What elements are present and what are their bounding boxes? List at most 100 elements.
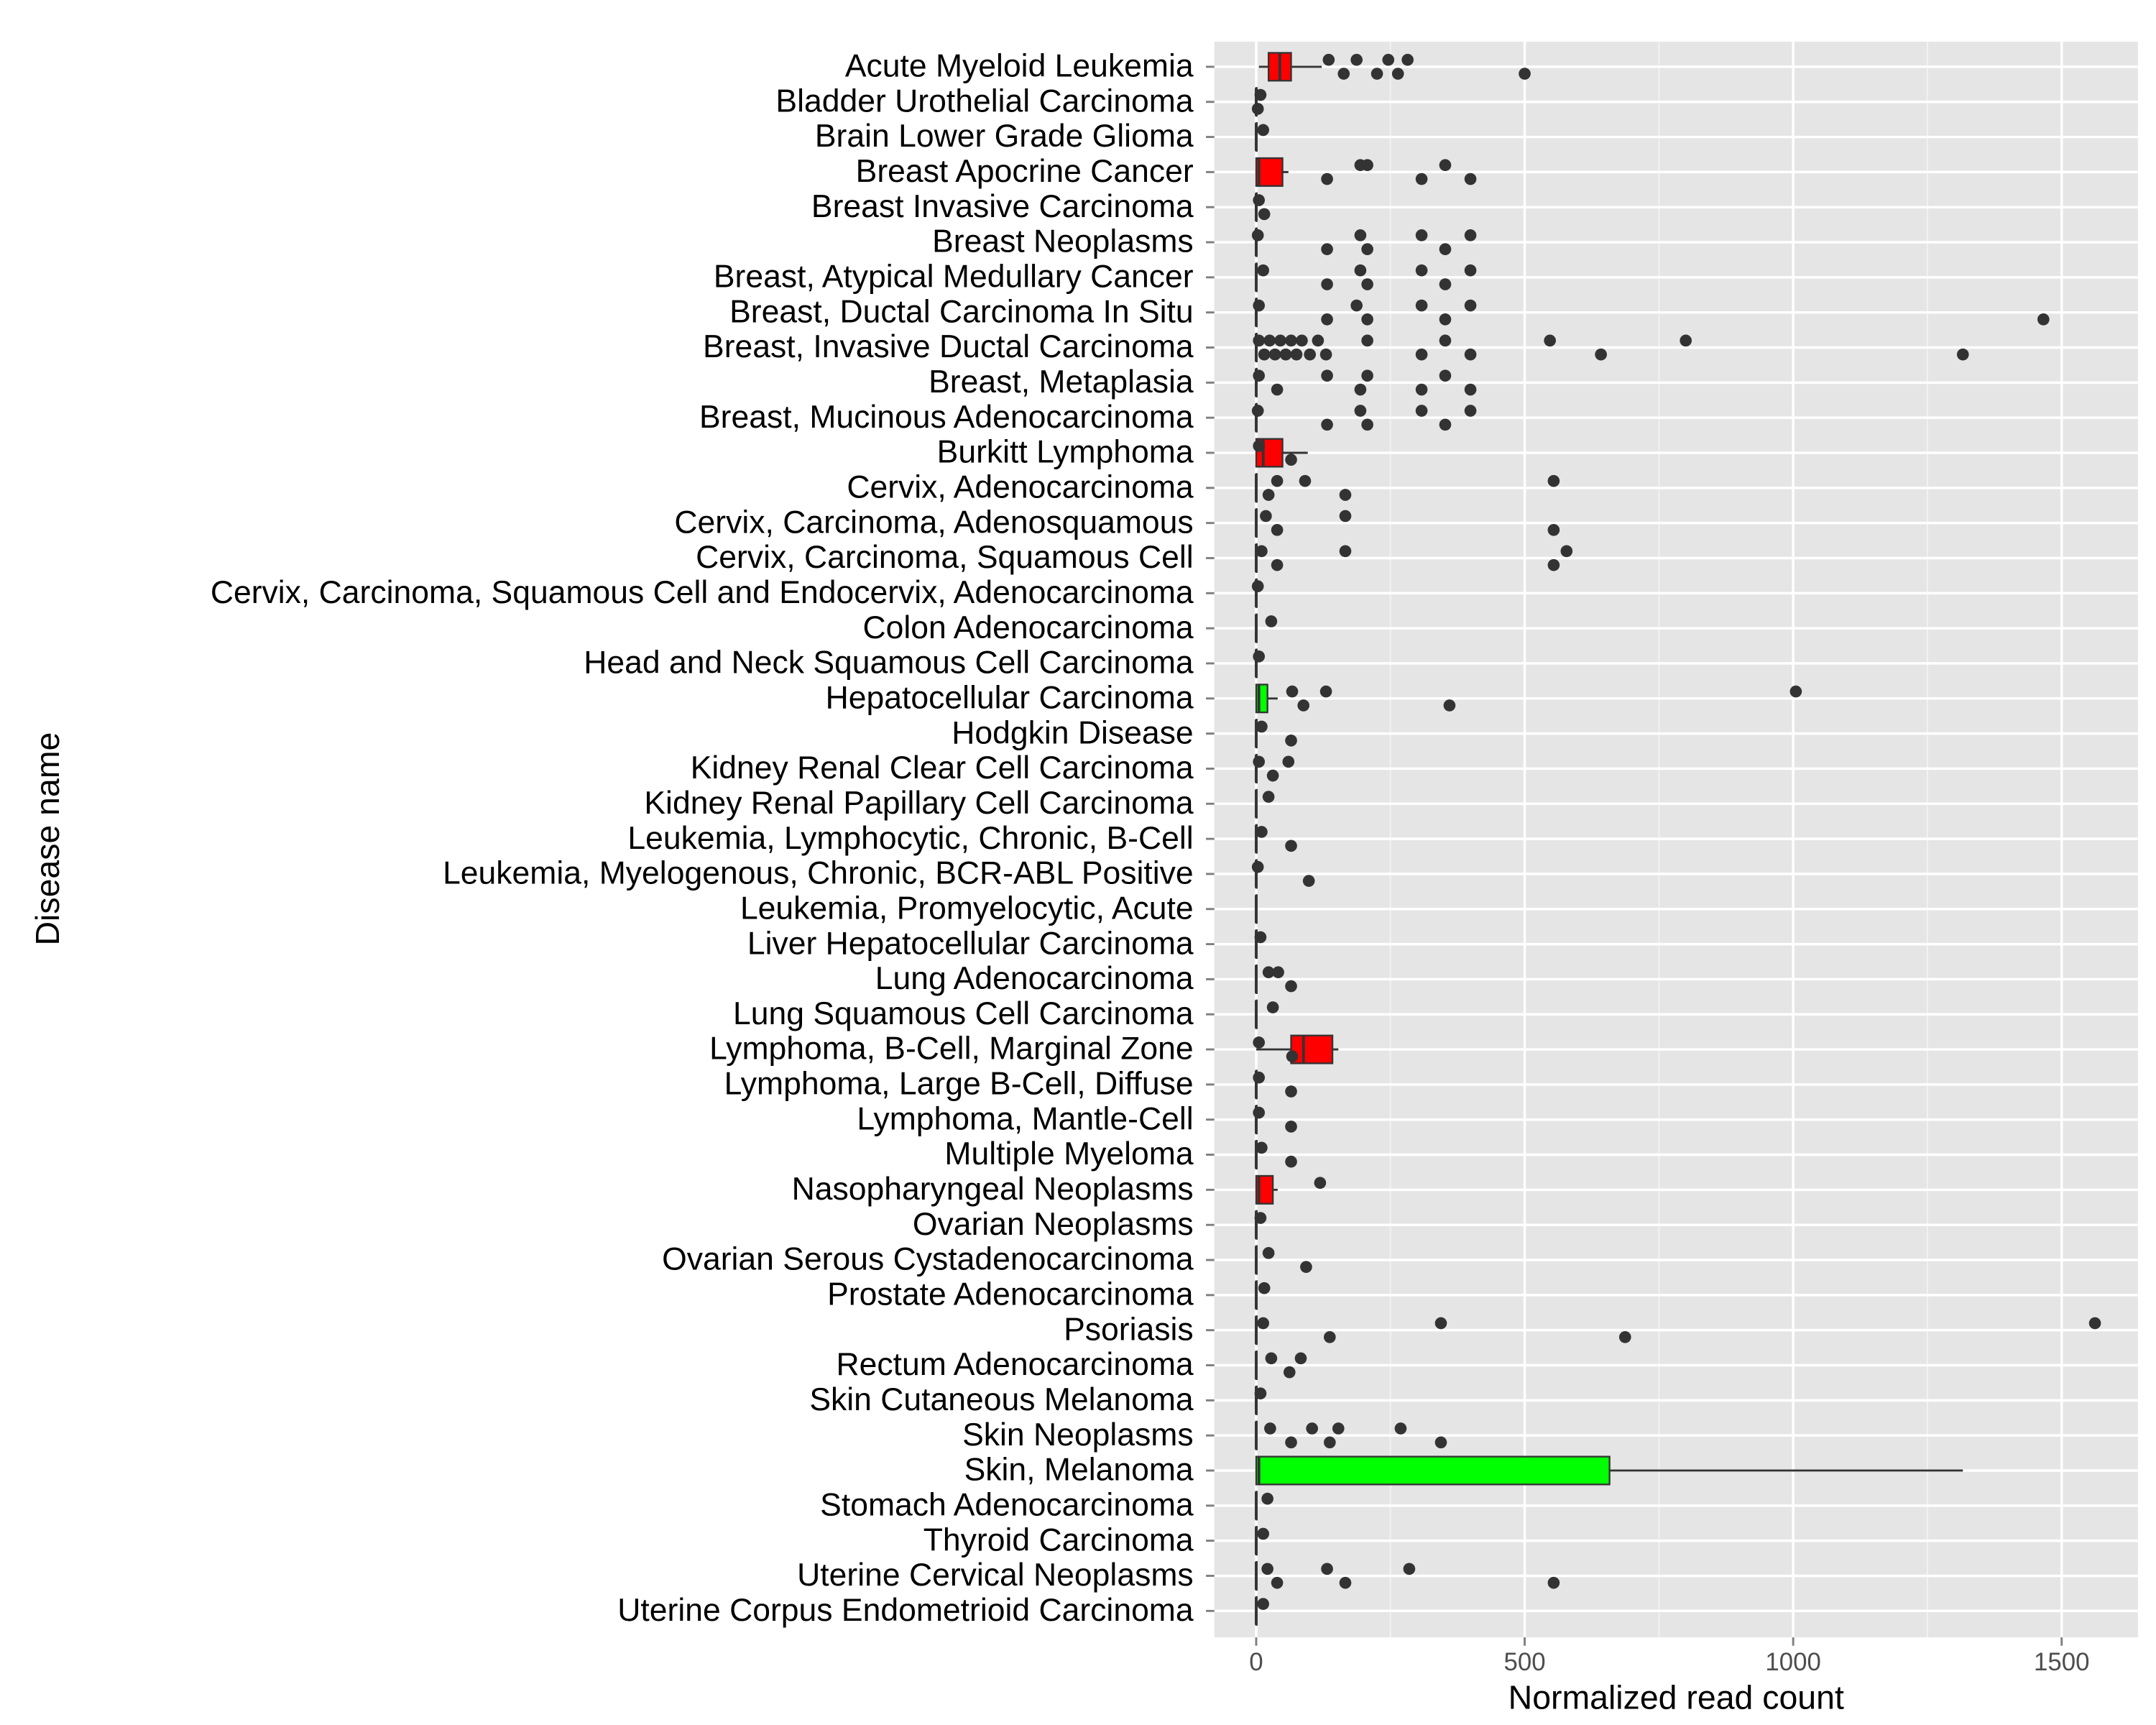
- outlier: [1339, 489, 1352, 501]
- y-tick-label: Uterine Cervical Neoplasms: [797, 1558, 1194, 1593]
- outlier: [1296, 334, 1308, 347]
- outlier: [1258, 208, 1271, 221]
- y-tick-label: Head and Neck Squamous Cell Carcinoma: [584, 645, 1194, 681]
- outlier: [1321, 418, 1333, 431]
- outlier: [1595, 348, 1607, 361]
- outlier: [1370, 68, 1383, 80]
- outlier: [1354, 229, 1367, 242]
- y-tick-label: Breast, Invasive Ductal Carcinoma: [703, 329, 1194, 364]
- outlier: [1294, 1352, 1307, 1365]
- outlier: [1361, 313, 1373, 326]
- outlier: [1547, 558, 1560, 571]
- outlier: [1547, 1576, 1560, 1589]
- outlier: [1403, 1563, 1416, 1576]
- outlier: [1321, 1563, 1333, 1576]
- outlier: [1361, 369, 1373, 382]
- outlier: [1321, 313, 1333, 326]
- outlier: [1439, 369, 1452, 382]
- y-tick-label: Burkitt Lymphoma: [937, 435, 1194, 470]
- outlier: [1354, 264, 1367, 277]
- outlier: [1394, 1422, 1407, 1435]
- y-tick-label: Breast Apocrine Cancer: [856, 154, 1194, 189]
- outlier: [1271, 474, 1284, 487]
- outlier: [1254, 1212, 1267, 1224]
- outlier: [1443, 699, 1456, 712]
- outlier: [1361, 159, 1373, 172]
- outlier: [1263, 334, 1276, 347]
- outlier: [1264, 1422, 1276, 1435]
- outlier: [1547, 524, 1560, 536]
- outlier: [1285, 1085, 1297, 1098]
- outlier: [1302, 875, 1315, 887]
- outlier: [1262, 489, 1275, 501]
- y-tick-label: Breast, Atypical Medullary Cancer: [714, 259, 1194, 295]
- outlier: [1300, 1261, 1312, 1274]
- outlier: [1285, 734, 1297, 747]
- y-tick-label: Nasopharyngeal Neoplasms: [792, 1172, 1194, 1207]
- outlier: [1361, 334, 1373, 347]
- outlier: [1464, 383, 1477, 396]
- outlier: [1439, 243, 1452, 256]
- box: [1255, 1455, 1611, 1486]
- outlier: [1332, 1422, 1345, 1435]
- outlier: [1339, 1576, 1352, 1589]
- outlier: [1262, 1247, 1275, 1259]
- outlier: [1319, 348, 1332, 361]
- y-tick-label: Breast Invasive Carcinoma: [811, 189, 1194, 224]
- y-tick-label: Breast, Ductal Carcinoma In Situ: [729, 294, 1194, 329]
- outlier: [1285, 980, 1297, 993]
- outlier: [1339, 510, 1352, 523]
- labels: 0 500 1000 1500 Acute Myeloid LeukemiaBladde…: [211, 49, 2090, 1676]
- outlier: [1254, 88, 1267, 101]
- outlier: [1271, 1576, 1284, 1589]
- outlier: [1283, 1366, 1296, 1379]
- outlier: [1312, 334, 1325, 347]
- outlier: [1464, 348, 1477, 361]
- outlier: [1350, 53, 1363, 66]
- y-tick-label: Cervix, Carcinoma, Squamous Cell: [696, 540, 1193, 575]
- marks: [1251, 52, 2101, 1626]
- outlier: [1285, 1121, 1297, 1133]
- outlier: [1253, 755, 1266, 768]
- outlier: [1279, 348, 1292, 361]
- outlier: [1253, 299, 1266, 312]
- y-tick-label: Thyroid Carcinoma: [923, 1522, 1194, 1558]
- outlier: [1266, 1001, 1279, 1013]
- outlier: [1254, 931, 1267, 944]
- outlier: [1464, 264, 1477, 277]
- outlier: [1285, 334, 1297, 347]
- outlier: [1618, 1331, 1631, 1343]
- outlier: [1464, 229, 1477, 242]
- box: [1290, 1034, 1334, 1064]
- outlier: [1547, 474, 1560, 487]
- outlier: [1258, 348, 1271, 361]
- y-tick-label: Kidney Renal Papillary Cell Carcinoma: [644, 786, 1194, 821]
- y-tick-label: Leukemia, Promyelocytic, Acute: [740, 891, 1194, 926]
- y-tick-label: Cervix, Adenocarcinoma: [847, 470, 1194, 505]
- outlier: [1324, 1331, 1336, 1343]
- y-tick-label: Ovarian Serous Cystadenocarcinoma: [662, 1242, 1194, 1277]
- outlier: [1285, 840, 1297, 852]
- outlier: [1304, 348, 1316, 361]
- y-axis-title: Disease name: [29, 732, 66, 946]
- y-tick-label: Breast, Mucinous Adenocarcinoma: [699, 400, 1194, 435]
- outlier: [1251, 103, 1264, 115]
- outlier: [1789, 685, 1802, 698]
- outlier: [1256, 826, 1268, 838]
- outlier: [1321, 243, 1333, 256]
- y-tick-label: Skin, Melanoma: [964, 1453, 1194, 1488]
- grid: [1214, 42, 2138, 1638]
- y-tick-label: Rectum Adenocarcinoma: [836, 1347, 1193, 1382]
- outlier: [1415, 299, 1428, 312]
- outlier: [1251, 229, 1264, 242]
- outlier: [1262, 791, 1275, 803]
- outlier: [1256, 1141, 1268, 1154]
- outlier: [1271, 558, 1284, 571]
- outlier: [1253, 1106, 1266, 1119]
- box: [1255, 1174, 1274, 1205]
- y-tick-label: Hepatocellular Carcinoma: [826, 680, 1194, 715]
- outlier: [1254, 1387, 1267, 1399]
- y-tick-label: Kidney Renal Clear Cell Carcinoma: [691, 750, 1194, 786]
- outlier: [1256, 720, 1268, 733]
- x-tick-label: 0: [1249, 1648, 1263, 1676]
